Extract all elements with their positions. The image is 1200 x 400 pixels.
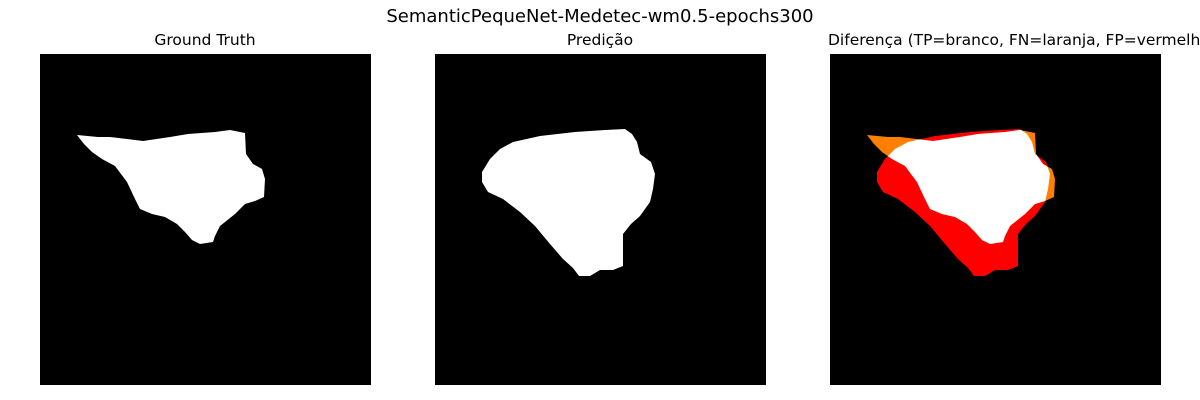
prediction-lesion-mask — [482, 129, 655, 276]
difference-panel — [830, 54, 1161, 385]
prediction-mask-image — [435, 54, 766, 385]
ground-truth-title: Ground Truth — [154, 31, 256, 49]
difference-title: Diferença (TP=branco, FN=laranja, FP=ver… — [828, 31, 1200, 49]
prediction-title: Predição — [566, 31, 634, 49]
ground-truth-lesion-mask — [77, 130, 265, 244]
true-positive-region — [877, 130, 1050, 244]
prediction-panel — [435, 54, 766, 385]
ground-truth-panel — [40, 54, 371, 385]
figure-title: SemanticPequeNet-Medetec-wm0.5-epochs300 — [386, 6, 814, 27]
difference-mask-image — [830, 54, 1161, 385]
ground-truth-mask-image — [40, 54, 371, 385]
